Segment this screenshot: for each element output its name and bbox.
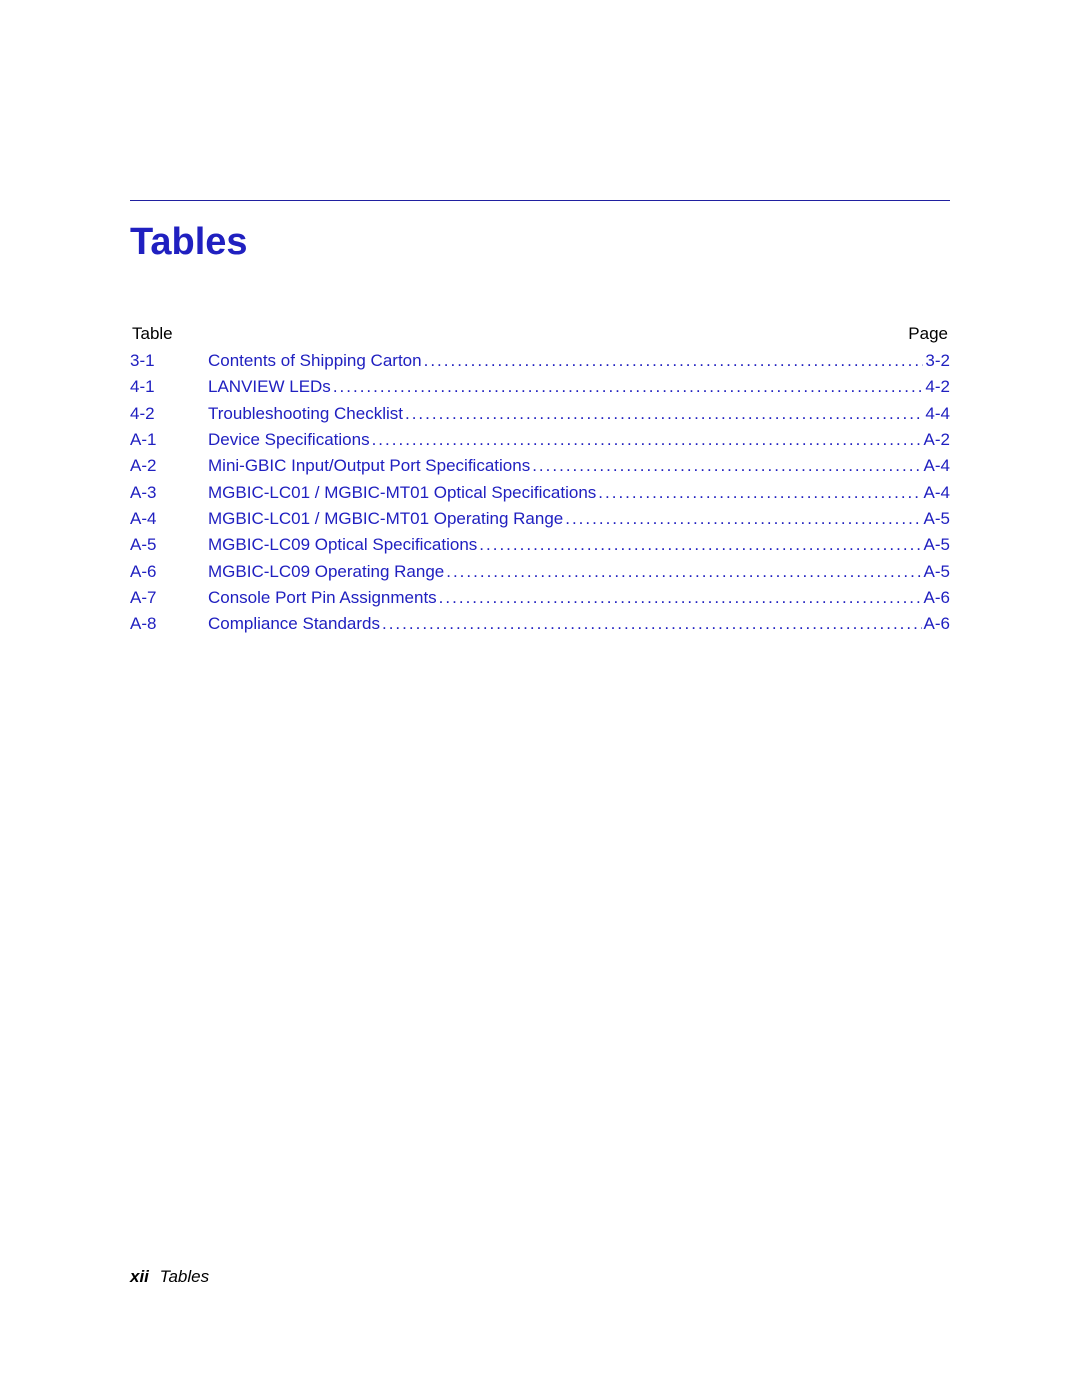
toc-entry-body: LANVIEW LEDs............................… — [208, 374, 950, 400]
toc-entry-page: 3-2 — [925, 348, 950, 374]
toc-entry-number: 4-2 — [130, 401, 208, 427]
toc-entry-body: MGBIC-LC01 / MGBIC-MT01 Operating Range.… — [208, 506, 950, 532]
header-right-label: Page — [908, 324, 948, 344]
toc-entry-number: A-7 — [130, 585, 208, 611]
toc-entry-number: A-5 — [130, 532, 208, 558]
toc-entry-page: A-4 — [924, 480, 950, 506]
toc-entry[interactable]: 3-1Contents of Shipping Carton..........… — [130, 348, 950, 374]
toc-entry-number: A-3 — [130, 480, 208, 506]
toc-entry-page: A-5 — [924, 559, 950, 585]
toc-entry-page: A-6 — [924, 611, 950, 637]
toc-entry-body: Troubleshooting Checklist...............… — [208, 401, 950, 427]
toc-entry-number: A-4 — [130, 506, 208, 532]
toc-entry-page: A-6 — [924, 585, 950, 611]
toc-leader-dots: ........................................… — [446, 559, 921, 585]
toc-entry-page: 4-4 — [925, 401, 950, 427]
toc-entry-page: A-2 — [924, 427, 950, 453]
toc-entry-number: 3-1 — [130, 348, 208, 374]
toc-entry[interactable]: A-1Device Specifications................… — [130, 427, 950, 453]
toc-leader-dots: ........................................… — [565, 506, 921, 532]
toc-entry-title: Device Specifications — [208, 427, 370, 453]
toc-leader-dots: ........................................… — [424, 348, 924, 374]
toc-entry-body: Console Port Pin Assignments............… — [208, 585, 950, 611]
toc-entry-number: A-8 — [130, 611, 208, 637]
toc-header: Table Page — [130, 324, 950, 344]
footer-page-number: xii — [130, 1267, 149, 1286]
horizontal-rule — [130, 200, 950, 201]
header-left-label: Table — [132, 324, 173, 344]
toc-entry[interactable]: A-8Compliance Standards.................… — [130, 611, 950, 637]
toc-entry-number: A-1 — [130, 427, 208, 453]
toc-entry-page: 4-2 — [925, 374, 950, 400]
toc-entry-title: MGBIC-LC01 / MGBIC-MT01 Operating Range — [208, 506, 563, 532]
toc-entry-body: Mini-GBIC Input/Output Port Specificatio… — [208, 453, 950, 479]
footer-section-name: Tables — [160, 1267, 209, 1286]
toc-leader-dots: ........................................… — [333, 374, 924, 400]
toc-entry-title: Compliance Standards — [208, 611, 380, 637]
toc-entry-body: MGBIC-LC09 Operating Range..............… — [208, 559, 950, 585]
toc-entry-body: Compliance Standards....................… — [208, 611, 950, 637]
toc-entry[interactable]: A-7Console Port Pin Assignments.........… — [130, 585, 950, 611]
toc-entry-title: MGBIC-LC01 / MGBIC-MT01 Optical Specific… — [208, 480, 596, 506]
toc-leader-dots: ........................................… — [405, 401, 923, 427]
page-footer: xii Tables — [130, 1267, 209, 1287]
toc-entry[interactable]: A-5MGBIC-LC09 Optical Specifications....… — [130, 532, 950, 558]
toc-leader-dots: ........................................… — [382, 611, 922, 637]
toc-entry-title: Console Port Pin Assignments — [208, 585, 437, 611]
toc-entry-number: 4-1 — [130, 374, 208, 400]
document-page: Tables Table Page 3-1Contents of Shippin… — [0, 0, 1080, 1397]
toc-entry-page: A-4 — [924, 453, 950, 479]
toc-entry-number: A-6 — [130, 559, 208, 585]
toc-leader-dots: ........................................… — [439, 585, 922, 611]
toc-entry[interactable]: 4-2Troubleshooting Checklist............… — [130, 401, 950, 427]
toc-entry-title: Mini-GBIC Input/Output Port Specificatio… — [208, 453, 530, 479]
toc-entry[interactable]: A-6MGBIC-LC09 Operating Range...........… — [130, 559, 950, 585]
toc-entry-body: MGBIC-LC09 Optical Specifications.......… — [208, 532, 950, 558]
toc-entry-body: Device Specifications...................… — [208, 427, 950, 453]
toc-entry[interactable]: A-4MGBIC-LC01 / MGBIC-MT01 Operating Ran… — [130, 506, 950, 532]
toc-entry-page: A-5 — [924, 532, 950, 558]
toc-entry-body: MGBIC-LC01 / MGBIC-MT01 Optical Specific… — [208, 480, 950, 506]
toc-entry[interactable]: A-3MGBIC-LC01 / MGBIC-MT01 Optical Speci… — [130, 480, 950, 506]
toc-entry-title: Contents of Shipping Carton — [208, 348, 422, 374]
toc-leader-dots: ........................................… — [598, 480, 921, 506]
toc-entry-title: MGBIC-LC09 Optical Specifications — [208, 532, 477, 558]
toc-entry-title: Troubleshooting Checklist — [208, 401, 403, 427]
toc-leader-dots: ........................................… — [532, 453, 921, 479]
toc-entry-page: A-5 — [924, 506, 950, 532]
toc-leader-dots: ........................................… — [479, 532, 921, 558]
toc-entry-title: MGBIC-LC09 Operating Range — [208, 559, 444, 585]
toc-entry[interactable]: A-2Mini-GBIC Input/Output Port Specifica… — [130, 453, 950, 479]
page-title: Tables — [130, 221, 950, 264]
toc-leader-dots: ........................................… — [372, 427, 922, 453]
toc-list: 3-1Contents of Shipping Carton..........… — [130, 348, 950, 638]
toc-entry-body: Contents of Shipping Carton.............… — [208, 348, 950, 374]
toc-entry[interactable]: 4-1LANVIEW LEDs.........................… — [130, 374, 950, 400]
toc-entry-number: A-2 — [130, 453, 208, 479]
toc-entry-title: LANVIEW LEDs — [208, 374, 331, 400]
